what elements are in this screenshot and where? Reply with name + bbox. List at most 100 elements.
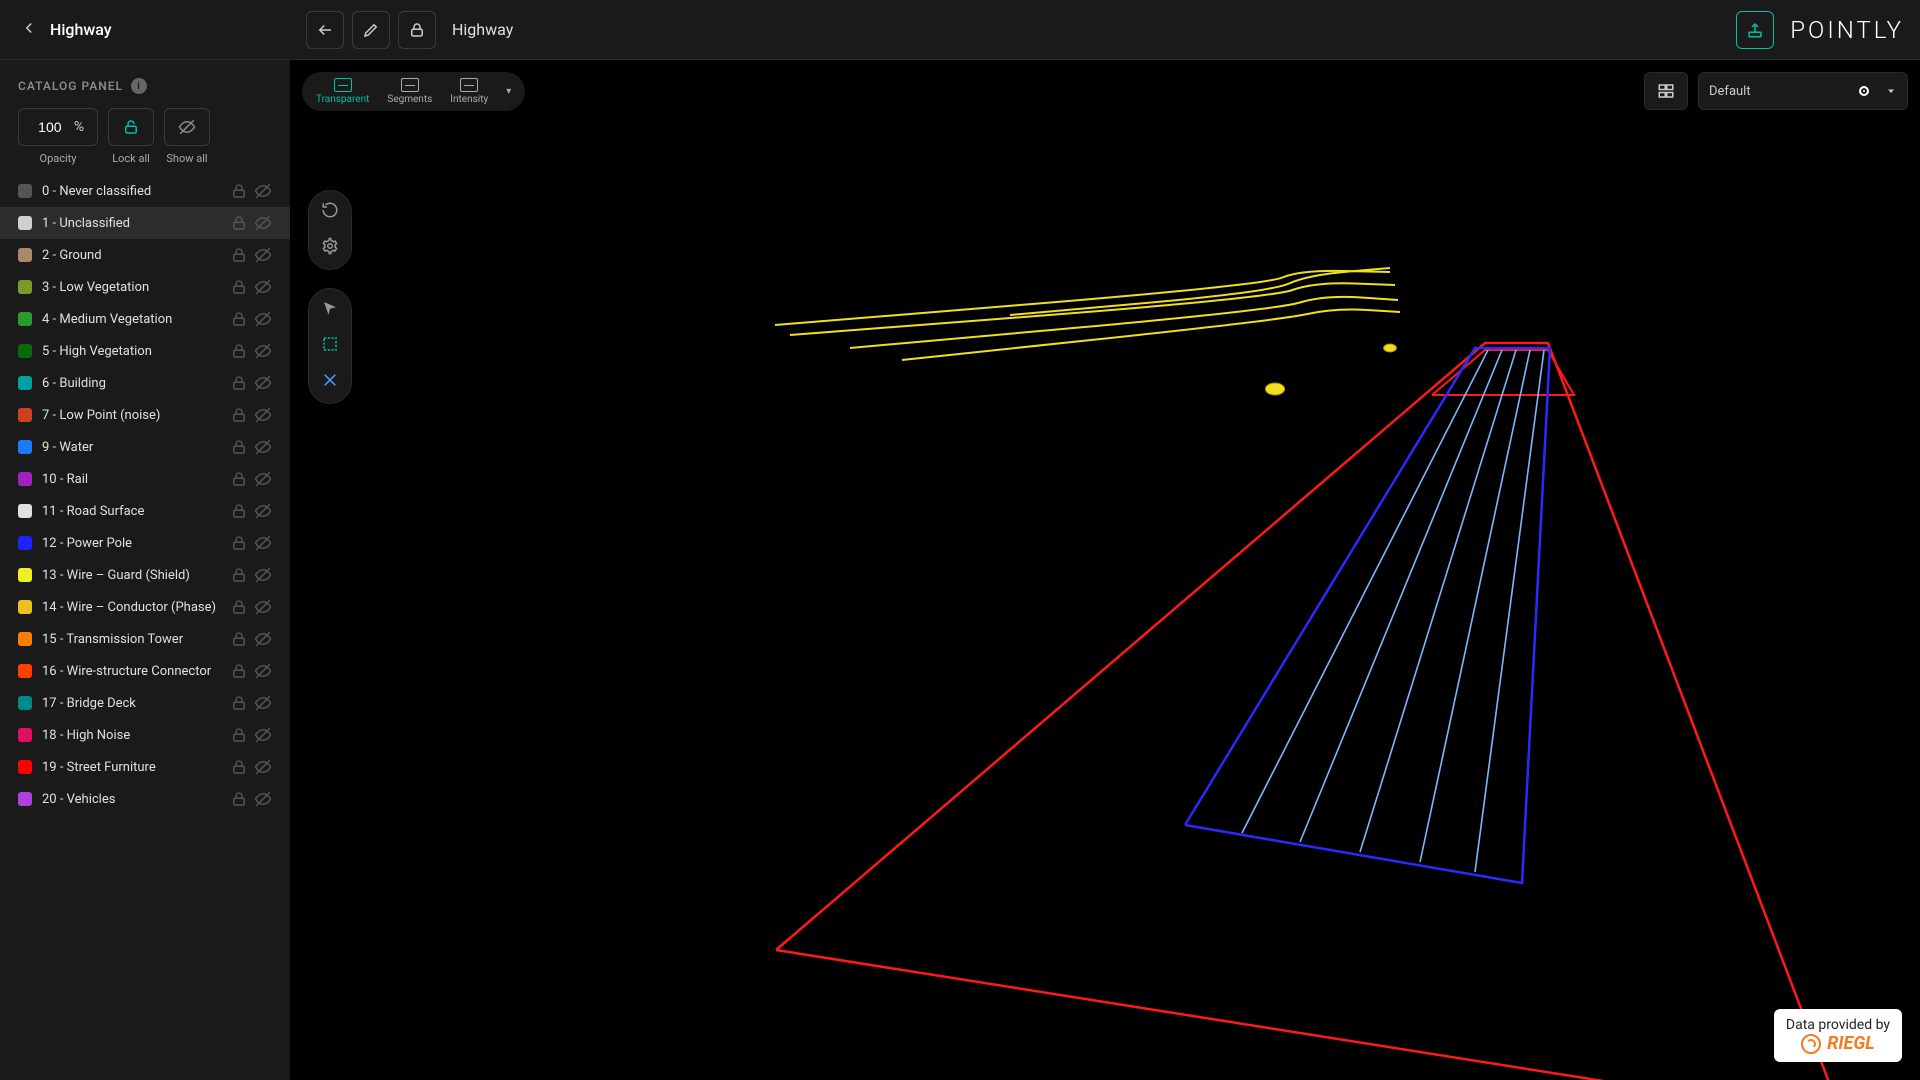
visibility-icon[interactable]: [254, 214, 272, 232]
show-all-button[interactable]: [164, 108, 210, 146]
class-swatch: [18, 312, 32, 326]
class-item[interactable]: 6 - Building: [0, 367, 290, 399]
nav-back-button[interactable]: [306, 11, 344, 49]
class-item[interactable]: 10 - Rail: [0, 463, 290, 495]
class-item[interactable]: 3 - Low Vegetation: [0, 271, 290, 303]
visibility-icon[interactable]: [254, 758, 272, 776]
clear-tool[interactable]: [321, 371, 339, 393]
lock-icon[interactable]: [230, 182, 248, 200]
lock-icon[interactable]: [230, 278, 248, 296]
riegl-icon: [1801, 1034, 1821, 1054]
lock-icon[interactable]: [230, 374, 248, 392]
colormap-select[interactable]: Default: [1698, 72, 1908, 110]
back-icon[interactable]: [16, 15, 42, 45]
class-list: 0 - Never classified1 - Unclassified2 - …: [0, 175, 290, 1068]
opacity-value[interactable]: [32, 119, 68, 135]
class-item[interactable]: 15 - Transmission Tower: [0, 623, 290, 655]
lock-button[interactable]: [398, 11, 436, 49]
navigate-tool[interactable]: [321, 299, 339, 321]
visibility-icon[interactable]: [254, 278, 272, 296]
class-item[interactable]: 7 - Low Point (noise): [0, 399, 290, 431]
class-item[interactable]: 5 - High Vegetation: [0, 335, 290, 367]
lock-icon[interactable]: [230, 214, 248, 232]
lock-icon[interactable]: [230, 790, 248, 808]
catalog-panel-label: CATALOG PANEL: [18, 79, 123, 93]
viewport[interactable]: Transparent Segments Intensity ▾ Default: [290, 60, 1920, 1080]
lock-icon[interactable]: [230, 566, 248, 584]
visibility-icon[interactable]: [254, 534, 272, 552]
visibility-icon[interactable]: [254, 598, 272, 616]
lock-icon[interactable]: [230, 438, 248, 456]
visibility-icon[interactable]: [254, 438, 272, 456]
opacity-input[interactable]: %: [18, 108, 98, 146]
view-tab[interactable]: Intensity: [450, 78, 488, 105]
class-item[interactable]: 14 - Wire – Conductor (Phase): [0, 591, 290, 623]
visibility-icon[interactable]: [254, 566, 272, 584]
chevron-down-icon[interactable]: ▾: [506, 86, 511, 97]
class-item[interactable]: 1 - Unclassified: [0, 207, 290, 239]
view-tab[interactable]: Transparent: [316, 78, 369, 105]
class-swatch: [18, 344, 32, 358]
share-button[interactable]: [1736, 11, 1774, 49]
view-mode-tabs: Transparent Segments Intensity ▾: [302, 72, 525, 111]
visibility-icon[interactable]: [254, 630, 272, 648]
class-item[interactable]: 0 - Never classified: [0, 175, 290, 207]
visibility-icon[interactable]: [254, 470, 272, 488]
class-swatch: [18, 280, 32, 294]
visibility-icon[interactable]: [254, 342, 272, 360]
visibility-icon[interactable]: [254, 374, 272, 392]
class-swatch: [18, 440, 32, 454]
class-item[interactable]: 2 - Ground: [0, 239, 290, 271]
lock-icon[interactable]: [230, 406, 248, 424]
opacity-label: Opacity: [40, 152, 77, 165]
lock-icon[interactable]: [230, 630, 248, 648]
lock-icon[interactable]: [230, 726, 248, 744]
visibility-icon[interactable]: [254, 310, 272, 328]
class-item[interactable]: 17 - Bridge Deck: [0, 687, 290, 719]
edit-button[interactable]: [352, 11, 390, 49]
point-cloud-canvas[interactable]: [290, 60, 1920, 1080]
class-label: 15 - Transmission Tower: [42, 632, 220, 647]
class-item[interactable]: 16 - Wire-structure Connector: [0, 655, 290, 687]
visibility-icon[interactable]: [254, 662, 272, 680]
class-swatch: [18, 376, 32, 390]
map-icon: [401, 78, 419, 92]
lock-icon[interactable]: [230, 694, 248, 712]
class-item[interactable]: 18 - High Noise: [0, 719, 290, 751]
class-item[interactable]: 11 - Road Surface: [0, 495, 290, 527]
lock-icon[interactable]: [230, 502, 248, 520]
lock-icon[interactable]: [230, 758, 248, 776]
lock-icon[interactable]: [230, 598, 248, 616]
class-item[interactable]: 13 - Wire – Guard (Shield): [0, 559, 290, 591]
lock-icon[interactable]: [230, 470, 248, 488]
class-label: 4 - Medium Vegetation: [42, 312, 220, 327]
lock-icon[interactable]: [230, 662, 248, 680]
visibility-icon[interactable]: [254, 726, 272, 744]
view-tab[interactable]: Segments: [387, 78, 432, 105]
info-icon[interactable]: i: [131, 78, 147, 94]
class-item[interactable]: 9 - Water: [0, 431, 290, 463]
visibility-icon[interactable]: [254, 182, 272, 200]
class-item[interactable]: 19 - Street Furniture: [0, 751, 290, 783]
visibility-icon[interactable]: [254, 246, 272, 264]
lock-icon[interactable]: [230, 310, 248, 328]
visibility-icon[interactable]: [254, 694, 272, 712]
layout-toggle-button[interactable]: [1644, 72, 1688, 110]
lock-icon[interactable]: [230, 342, 248, 360]
class-item[interactable]: 4 - Medium Vegetation: [0, 303, 290, 335]
visibility-icon[interactable]: [254, 790, 272, 808]
lock-all-button[interactable]: [108, 108, 154, 146]
visibility-icon[interactable]: [254, 406, 272, 424]
visibility-icon[interactable]: [254, 502, 272, 520]
class-swatch: [18, 536, 32, 550]
class-item[interactable]: 12 - Power Pole: [0, 527, 290, 559]
reset-view-button[interactable]: [321, 201, 339, 223]
class-label: 13 - Wire – Guard (Shield): [42, 568, 220, 583]
opacity-unit: %: [74, 119, 84, 135]
box-select-tool[interactable]: [321, 335, 339, 357]
lock-icon[interactable]: [230, 246, 248, 264]
class-swatch: [18, 728, 32, 742]
class-item[interactable]: 20 - Vehicles: [0, 783, 290, 815]
lock-icon[interactable]: [230, 534, 248, 552]
settings-button[interactable]: [321, 237, 339, 259]
